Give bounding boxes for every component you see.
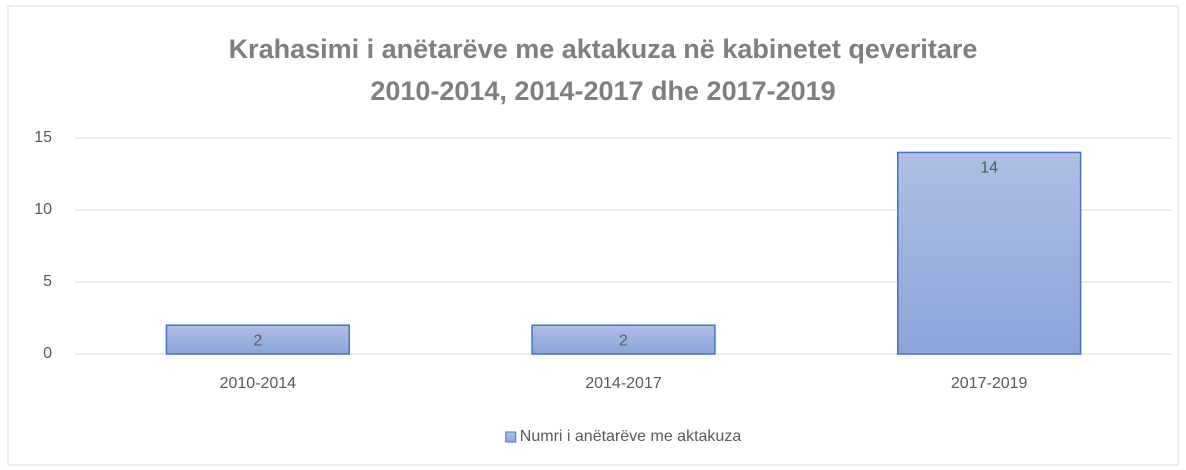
- legend-label: Numri i anëtarëve me aktakuza: [520, 428, 742, 445]
- data-label: 2: [619, 332, 628, 349]
- y-tick-label: 15: [34, 129, 52, 146]
- data-label: 14: [980, 160, 998, 177]
- x-tick-label: 2014-2017: [585, 375, 662, 392]
- chart-title: 2010-2014, 2014-2017 dhe 2017-2019: [370, 76, 835, 106]
- chart-title: Krahasimi i anëtarëve me aktakuza në kab…: [229, 34, 978, 64]
- x-tick-label: 2010-2014: [220, 375, 297, 392]
- y-tick-label: 0: [43, 345, 52, 362]
- bar: [531, 324, 716, 355]
- y-tick-label: 5: [43, 273, 52, 290]
- data-label: 2: [253, 332, 262, 349]
- x-tick-label: 2017-2019: [951, 375, 1028, 392]
- legend-swatch: [505, 431, 517, 443]
- y-tick-label: 10: [34, 201, 52, 218]
- bar: [165, 324, 350, 355]
- bar: [897, 151, 1082, 355]
